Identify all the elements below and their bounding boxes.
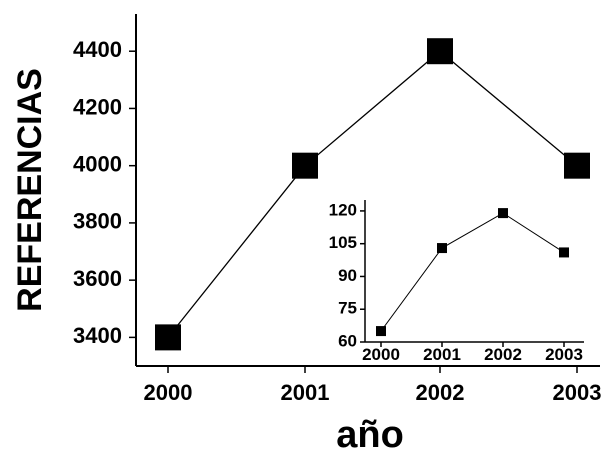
- main-data-point: [292, 152, 318, 179]
- inset-x-tick-label: 2002: [484, 345, 522, 364]
- inset-x-ticks: 2000 2001 2002 2003: [362, 342, 583, 364]
- main-y-tick-label: 3800: [73, 209, 122, 234]
- inset-series: [376, 208, 569, 337]
- inset-data-point: [376, 326, 386, 337]
- main-data-point: [427, 38, 453, 65]
- inset-y-tick-label: 75: [338, 299, 357, 318]
- main-x-tick-label: 2002: [416, 380, 465, 405]
- inset-x-tick-label: 2001: [423, 345, 461, 364]
- inset-data-point: [559, 247, 569, 258]
- main-series-line: [167, 50, 578, 338]
- main-y-tick-label: 3600: [73, 266, 122, 291]
- inset-x-tick-label: 2003: [545, 345, 583, 364]
- inset-series-line: [380, 212, 565, 332]
- inset-data-point: [437, 243, 447, 254]
- main-y-tick-label: 4400: [73, 37, 122, 62]
- main-y-ticks: 3400 3600 3800 4000 4200 4400: [73, 37, 136, 348]
- main-y-tick-label: 4000: [73, 151, 122, 176]
- main-data-point: [564, 152, 590, 179]
- inset-data-point: [498, 208, 508, 219]
- main-x-ticks: 2000 2001 2002 2003: [144, 366, 602, 405]
- main-data-point: [155, 324, 181, 351]
- main-x-tick-label: 2000: [144, 380, 193, 405]
- y-axis-title: REFERENCIAS: [11, 68, 49, 312]
- main-series: [155, 38, 590, 351]
- main-y-tick-label: 3400: [73, 323, 122, 348]
- main-y-tick-label: 4200: [73, 94, 122, 119]
- inset-y-ticks: 60 75 90 105 120: [329, 200, 365, 350]
- inset-chart: 60 75 90 105 120 2000 2001 2002 2003: [329, 200, 584, 364]
- x-axis-title: año: [336, 414, 404, 456]
- main-x-tick-label: 2001: [281, 380, 330, 405]
- main-x-tick-label: 2003: [553, 380, 602, 405]
- inset-y-tick-label: 120: [329, 200, 357, 219]
- inset-x-tick-label: 2000: [362, 345, 400, 364]
- inset-y-tick-label: 105: [329, 233, 357, 252]
- inset-y-tick-label: 90: [338, 266, 357, 285]
- inset-y-tick-label: 60: [338, 331, 357, 350]
